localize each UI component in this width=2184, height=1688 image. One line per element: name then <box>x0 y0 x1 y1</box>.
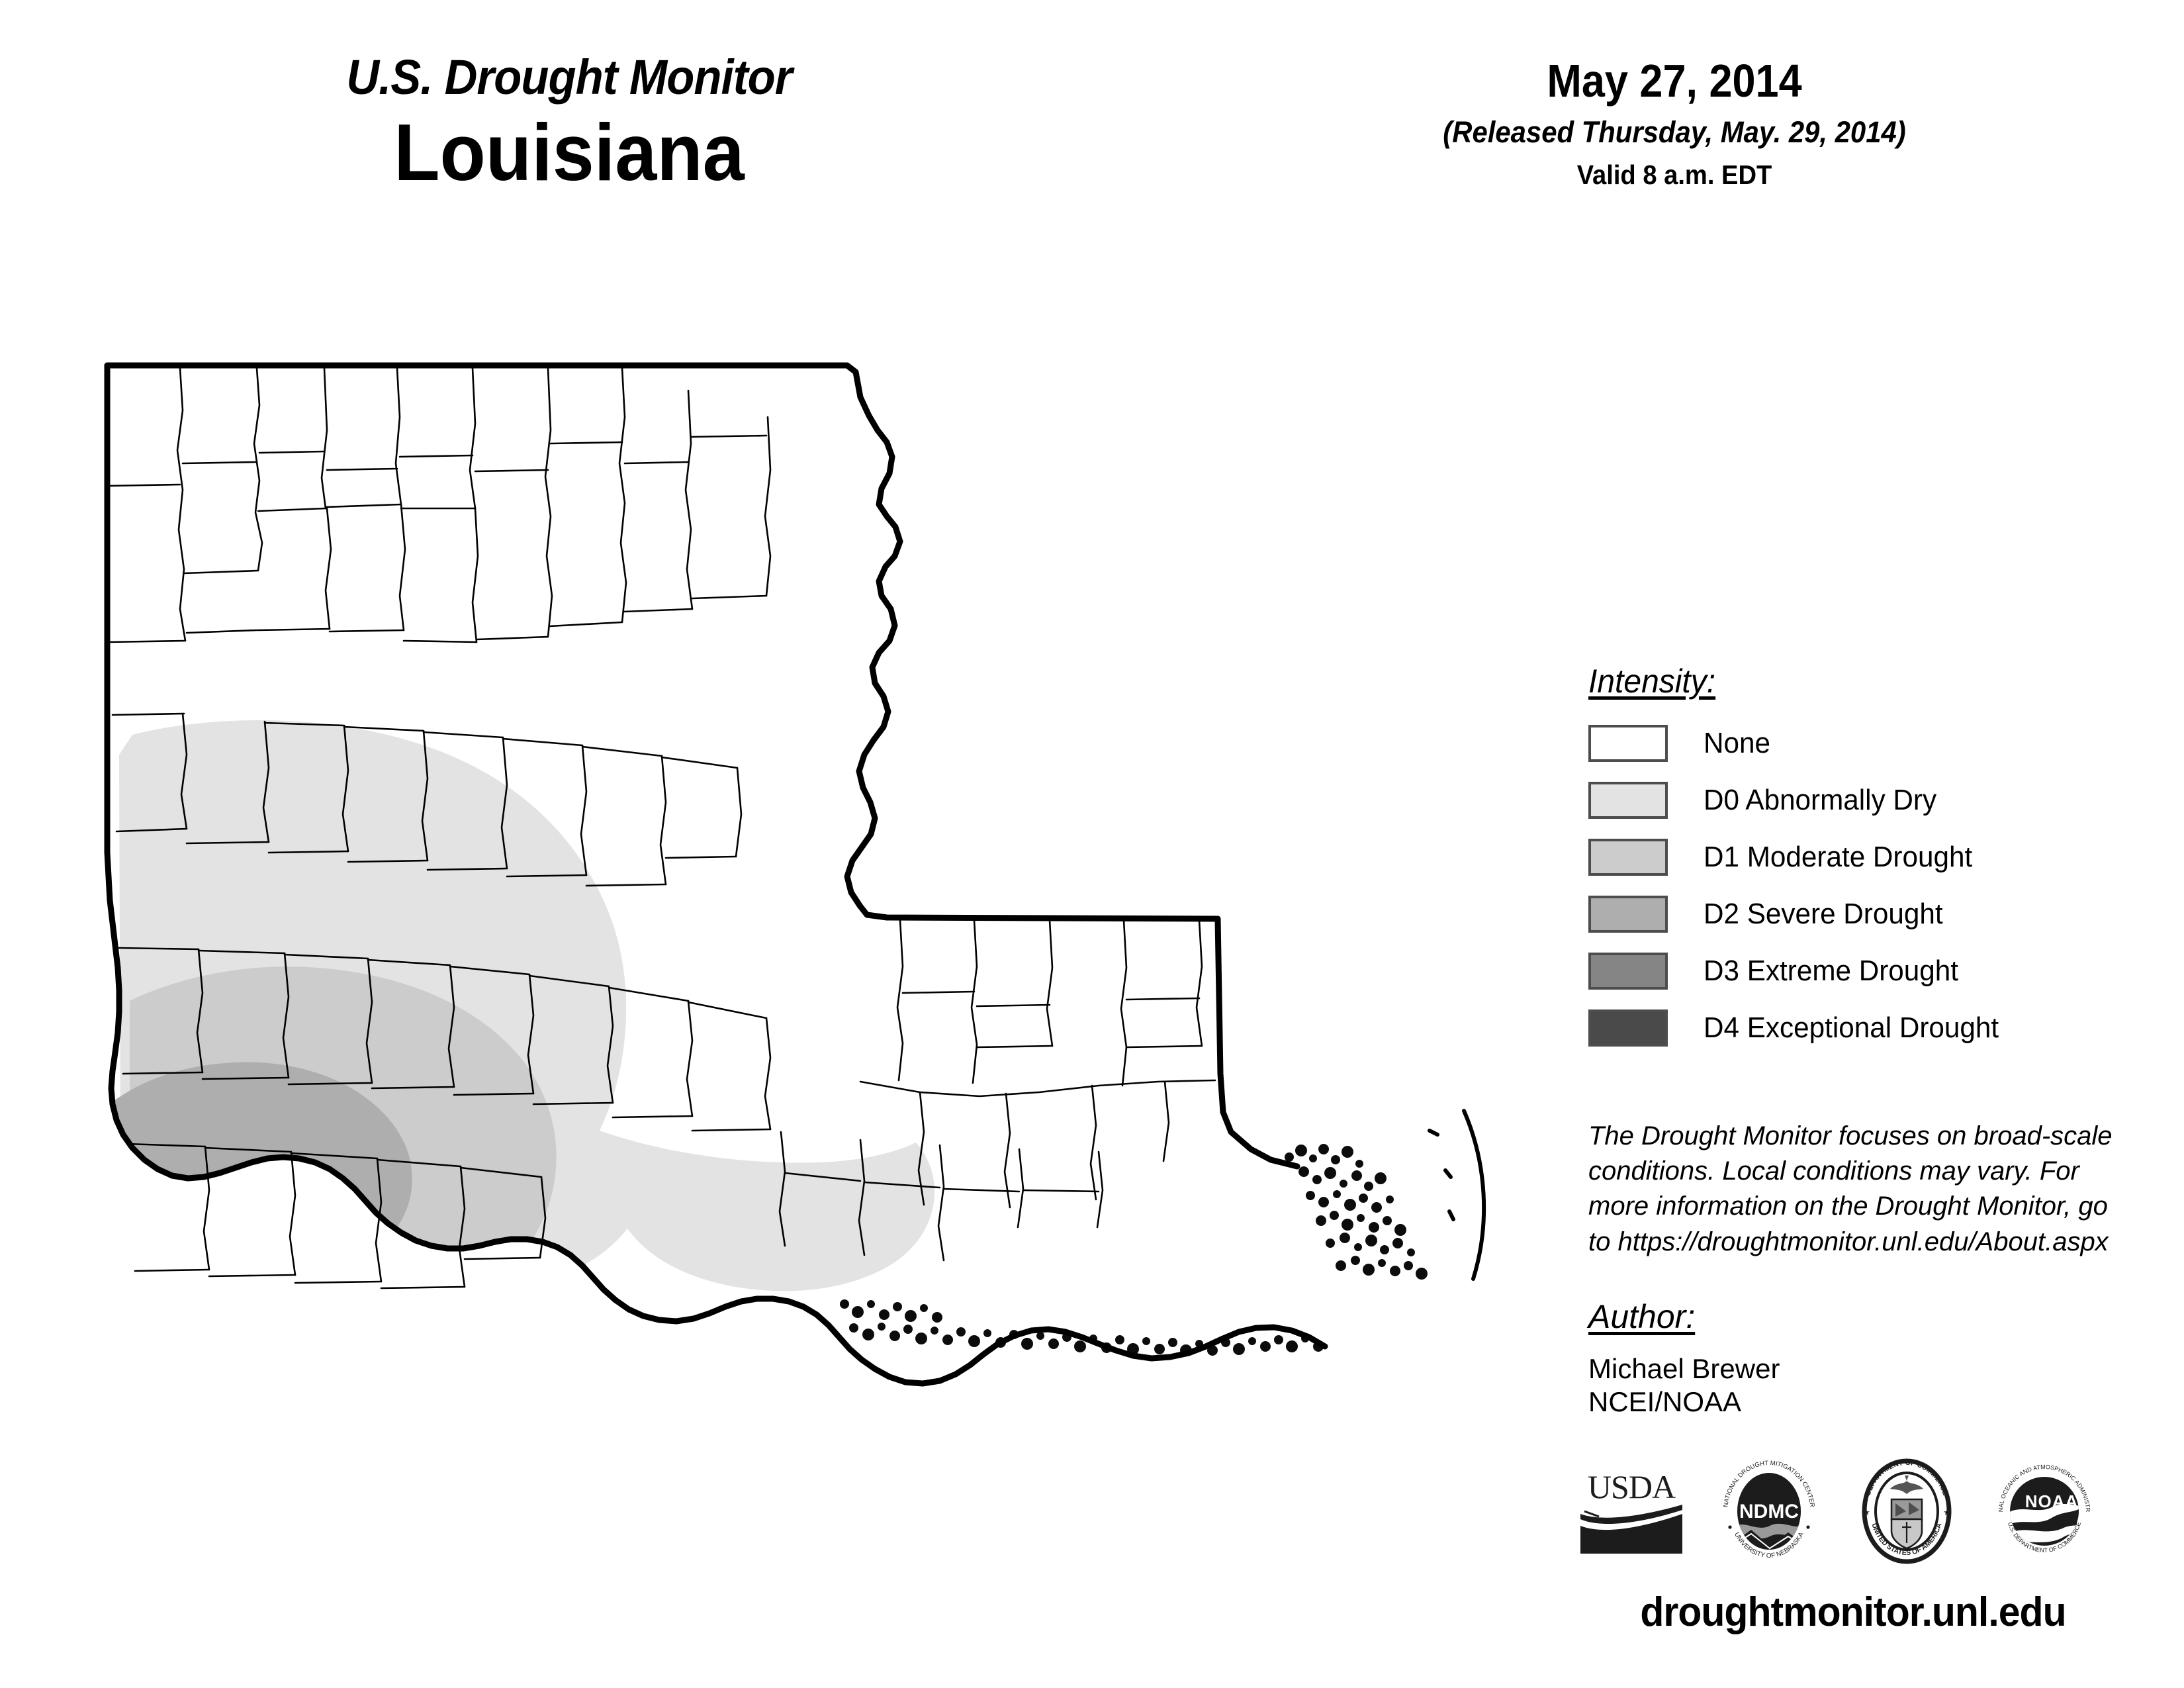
legend-swatch-none <box>1588 725 1668 762</box>
legend-swatch-d2 <box>1588 896 1668 933</box>
coastal-marsh-detail <box>840 1144 1428 1356</box>
legend-item-d0[interactable]: D0 Abnormally Dry <box>1588 772 2158 829</box>
legend-label-d3: D3 Extreme Drought <box>1704 955 1959 987</box>
agency-logos: USDA NDMC NATIONAL DROUGHT MITIGATION CE… <box>1575 1446 2105 1572</box>
state-outline <box>104 362 1328 1387</box>
valid-time: Valid 8 a.m. EDT <box>1576 159 1772 190</box>
state-title: Louisiana <box>394 107 745 197</box>
legend-label-none: None <box>1704 727 1770 759</box>
site-url[interactable]: droughtmonitor.unl.edu <box>1640 1589 2066 1635</box>
doc-logo: DEPARTMENT OF COMMERCE UNITED STATES OF … <box>1850 1453 1963 1566</box>
intensity-legend: Intensity: None D0 Abnormally Dry D1 Mod… <box>1588 662 2158 1056</box>
legend-title: Intensity: <box>1588 663 1716 700</box>
legend-label-d2: D2 Severe Drought <box>1704 898 1943 930</box>
legend-item-d4[interactable]: D4 Exceptional Drought <box>1588 1000 2158 1056</box>
svg-text:NDMC: NDMC <box>1739 1501 1799 1523</box>
map-svg <box>66 331 1535 1496</box>
legend-swatch-d1 <box>1588 839 1668 876</box>
release-date: (Released Thursday, May. 29, 2014) <box>1443 115 1906 149</box>
valid-date: May 27, 2014 <box>1547 55 1802 107</box>
usda-logo: USDA <box>1575 1453 1688 1566</box>
legend-label-d1: D1 Moderate Drought <box>1704 841 1973 873</box>
author-name: Michael Brewer <box>1588 1353 1780 1384</box>
legend-swatch-d0 <box>1588 782 1668 819</box>
legend-item-d1[interactable]: D1 Moderate Drought <box>1588 829 2158 886</box>
svg-text:NOAA: NOAA <box>2025 1491 2079 1511</box>
date-block: May 27, 2014 (Released Thursday, May. 29… <box>1310 55 2038 190</box>
svg-text:★: ★ <box>1943 1507 1951 1517</box>
legend-swatch-d3 <box>1588 953 1668 990</box>
author-heading: Author: <box>1588 1298 1696 1335</box>
disclaimer-text: The Drought Monitor focuses on broad-sca… <box>1588 1121 2113 1256</box>
legend-label-d4: D4 Exceptional Drought <box>1704 1011 1999 1044</box>
ndmc-logo: NDMC NATIONAL DROUGHT MITIGATION CENTER … <box>1713 1453 1825 1566</box>
noaa-logo: NOAA NATIONAL OCEANIC AND ATMOSPHERIC AD… <box>1988 1453 2101 1566</box>
svg-text:★: ★ <box>1862 1507 1870 1517</box>
svg-text:USDA: USDA <box>1588 1468 1676 1505</box>
legend-label-d0: D0 Abnormally Dry <box>1704 784 1937 816</box>
louisiana-drought-map[interactable] <box>66 331 1535 1496</box>
legend-item-none[interactable]: None <box>1588 715 2158 772</box>
barrier-island-arc <box>1428 1109 1486 1281</box>
legend-item-d3[interactable]: D3 Extreme Drought <box>1588 943 2158 1000</box>
parish-boundaries <box>106 367 1216 1289</box>
legend-item-d2[interactable]: D2 Severe Drought <box>1588 886 2158 943</box>
title-block: U.S. Drought Monitor Louisiana <box>0 53 1138 195</box>
author-organization: NCEI/NOAA <box>1588 1386 1742 1417</box>
program-title: U.S. Drought Monitor <box>346 50 792 105</box>
legend-swatch-d4 <box>1588 1009 1668 1047</box>
